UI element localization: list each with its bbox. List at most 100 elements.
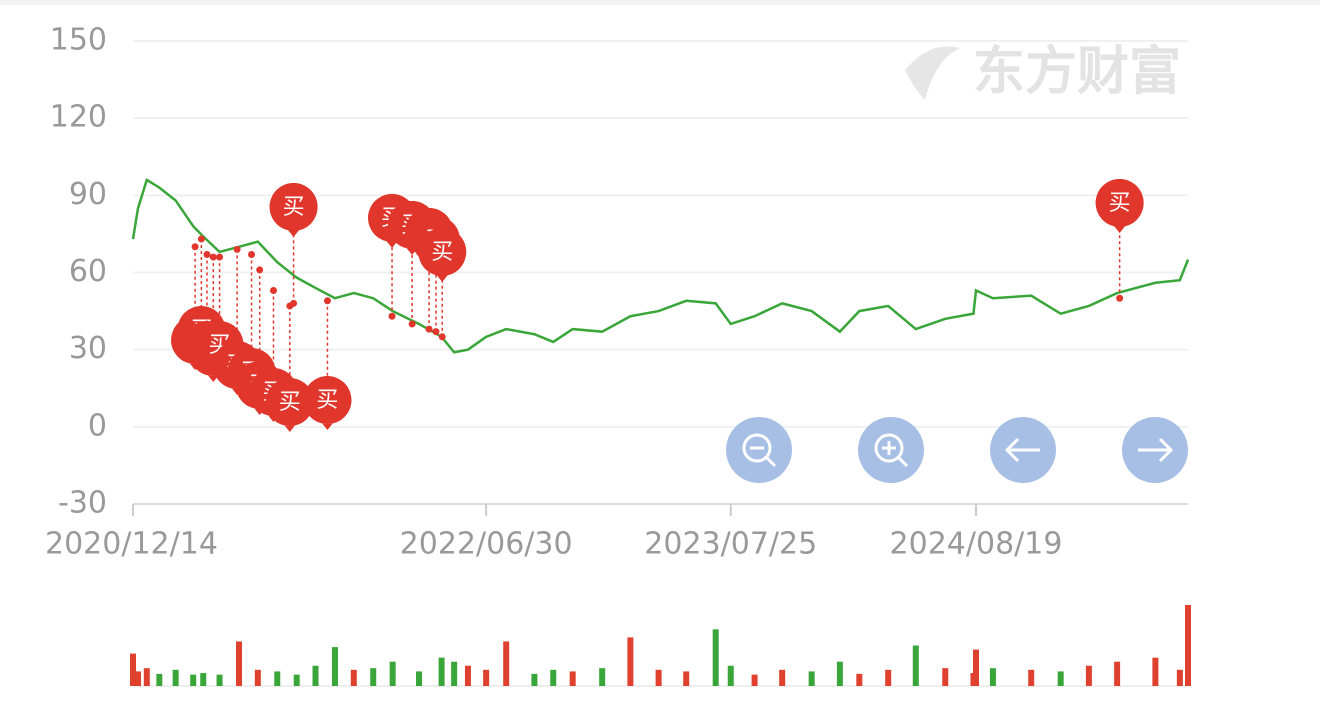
y-tick-label: 0	[88, 408, 107, 443]
marker-dot	[323, 297, 331, 305]
volume-bar	[599, 668, 606, 686]
volume-bar	[483, 669, 490, 686]
x-tick-label: 2022/06/30	[400, 527, 573, 562]
marker-dot	[209, 253, 217, 261]
top-bar	[0, 0, 1320, 5]
y-tick-label: -30	[58, 486, 107, 521]
volume-bar	[143, 668, 150, 686]
volume-bar	[727, 665, 734, 686]
volume-bar	[712, 629, 719, 686]
buy-marker: 买	[1095, 179, 1144, 302]
volume-bar	[1057, 671, 1064, 686]
volume-bar	[1152, 657, 1159, 686]
volume-bar	[1176, 669, 1183, 686]
marker-label: 买	[431, 240, 453, 265]
volume-bar	[972, 649, 979, 686]
x-tick-label: 2023/07/25	[644, 527, 817, 562]
x-tick-label: 2020/12/14	[45, 527, 218, 562]
marker-bubble-body	[269, 183, 318, 231]
volume-bar	[464, 665, 471, 686]
volume-bar	[1114, 661, 1121, 686]
volume-bar	[293, 674, 300, 686]
volume-bar	[808, 671, 815, 686]
x-tick-label: 2024/08/19	[890, 527, 1063, 562]
marker-bubble-body	[303, 376, 352, 424]
marker-dot	[256, 266, 264, 274]
volume-bar	[627, 637, 634, 686]
y-tick-label: 120	[50, 100, 107, 135]
volume-bar	[550, 669, 557, 686]
volume-bar	[190, 674, 197, 686]
watermark-text: 东方财富	[973, 42, 1181, 102]
buy-marker: 买	[418, 228, 467, 341]
icon	[764, 455, 777, 468]
marker-dot	[248, 250, 256, 258]
y-tick-label: 30	[69, 331, 107, 366]
volume-bar	[1028, 669, 1035, 686]
volume-bar	[130, 653, 136, 686]
marker-bubble-body	[265, 378, 314, 426]
marker-label: 买	[1109, 191, 1131, 216]
volume-bar	[200, 673, 207, 686]
volume-bar	[135, 671, 142, 686]
volume-bar	[172, 669, 179, 686]
zoom-out-button[interactable]	[726, 417, 792, 483]
volume-bar	[216, 674, 223, 686]
price-line	[131, 177, 1190, 354]
marker-dot	[197, 235, 205, 243]
volume-bar	[389, 661, 396, 686]
volume-bar	[912, 645, 919, 686]
buy-marker: 买	[303, 297, 352, 430]
marker-dot	[388, 312, 396, 320]
icon	[874, 433, 904, 463]
volume-bar	[856, 673, 863, 686]
marker-dot	[1116, 294, 1124, 302]
plot: -30 0 30 60 90 120 150 2020/12/14 2022/06/30 2023…	[45, 23, 1191, 687]
volume-bar	[531, 673, 538, 686]
volume-bar	[438, 657, 445, 686]
zoom-in-button[interactable]	[858, 417, 924, 483]
volume-bar	[312, 665, 319, 686]
y-tick-label: 150	[50, 23, 107, 58]
pan-right-button[interactable]	[1122, 417, 1188, 483]
volume-bar	[1185, 605, 1191, 686]
volume-bar	[274, 671, 281, 686]
volume-bar	[1085, 665, 1092, 686]
icon	[896, 455, 909, 468]
marker-bubble-body	[1095, 179, 1144, 227]
volume-bar	[836, 661, 843, 686]
button-bg[interactable]	[858, 417, 924, 483]
volume-bar	[885, 669, 892, 686]
volume-bar	[779, 669, 786, 686]
marker-dot	[203, 250, 211, 258]
marker-label: 买	[279, 390, 301, 415]
y-tick-label: 90	[69, 177, 107, 212]
volume-bar	[451, 661, 458, 686]
y-tick-label: 60	[69, 254, 107, 289]
marker-bubble-body	[418, 228, 467, 276]
marker-label: 买	[283, 195, 305, 220]
icon	[1138, 437, 1174, 463]
marker-dot	[191, 243, 199, 251]
buy-marker: 买	[265, 302, 314, 432]
watermark-logo	[905, 46, 960, 100]
volume-bar	[942, 668, 949, 686]
button-bg[interactable]	[726, 417, 792, 483]
marker-dot	[425, 325, 433, 333]
volume-bar	[350, 669, 357, 686]
marker-dot	[438, 333, 446, 341]
volume-bar	[655, 669, 662, 686]
volume-bar	[569, 671, 576, 686]
volume-bar	[416, 671, 423, 686]
pan-left-button[interactable]	[990, 417, 1056, 483]
volume-bar	[156, 673, 163, 686]
volume-bar	[331, 647, 338, 686]
volume-bar	[254, 669, 261, 686]
icon	[742, 433, 772, 463]
watermark: 东方财富	[905, 42, 1181, 102]
marker-dot	[216, 253, 224, 261]
volume-bar	[503, 641, 510, 686]
icon	[1004, 437, 1040, 463]
marker-dot	[269, 287, 277, 295]
